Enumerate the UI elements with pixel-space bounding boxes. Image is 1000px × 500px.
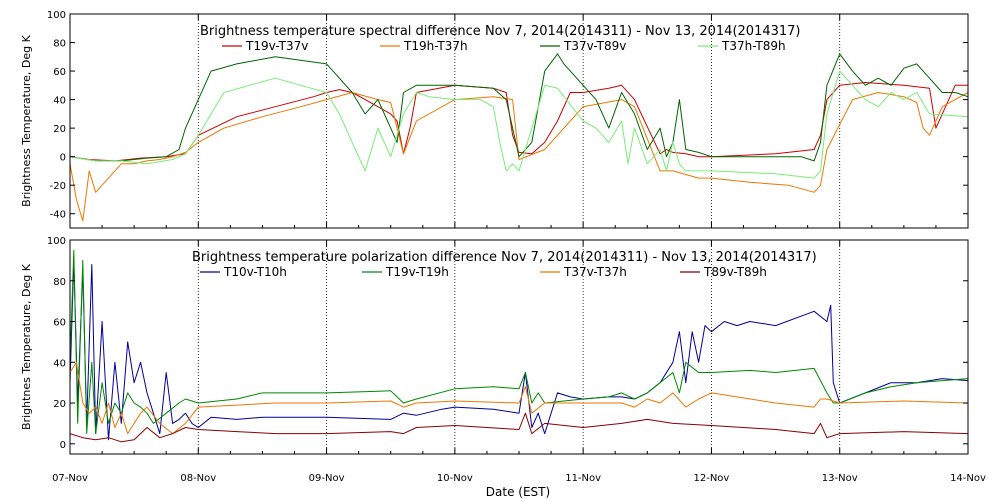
bottom-series-line-t89v-t89h xyxy=(69,412,969,443)
top-legend-label: T19v-T37v xyxy=(245,39,308,53)
top-y-tick-label: 40 xyxy=(53,96,66,107)
top-y-tick-label: -20 xyxy=(50,181,66,192)
top-series-line-t37h-t89h xyxy=(69,70,969,179)
top-series-group xyxy=(69,53,969,222)
top-legend: T19v-T37v T19h-T37h T37v-T89v T37h-T89h xyxy=(222,39,786,53)
bottom-y-tick-label: 0 xyxy=(60,440,66,451)
bottom-y-ticks: 0 20 40 60 80 100 xyxy=(47,236,968,451)
polarization-difference-panel: 0 20 40 60 80 100 07-Nov 08-Nov 09-Nov 10-Nov 11-… xyxy=(20,236,986,484)
top-y-tick-label: 60 xyxy=(53,67,66,78)
bottom-legend-label: T89v-T89h xyxy=(703,265,767,279)
bottom-y-tick-label: 100 xyxy=(47,236,66,247)
top-legend-label: T37h-T89h xyxy=(721,39,786,53)
top-legend-label: T37v-T89v xyxy=(563,39,626,53)
x-tick-label: 11-Nov xyxy=(565,473,601,484)
bottom-legend-label: T37v-T37h xyxy=(563,265,627,279)
bottom-series-line-t19v-t19h xyxy=(69,249,969,435)
bottom-legend-label: T10v-T10h xyxy=(223,265,287,279)
spectral-difference-panel: -40 -20 0 20 40 60 80 100 Brightness temperatur… xyxy=(20,10,969,229)
top-y-ticks: -40 -20 0 20 40 60 80 100 xyxy=(47,10,968,221)
top-y-tick-label: 100 xyxy=(47,10,66,21)
bottom-x-ticks: 07-Nov 08-Nov 09-Nov 10-Nov 11-Nov 12-Nov 13-N… xyxy=(52,240,986,484)
x-tick-label: 13-Nov xyxy=(822,473,858,484)
top-x-ticks xyxy=(69,14,969,228)
top-y-tick-label: 0 xyxy=(60,153,66,164)
top-y-tick-label: 20 xyxy=(53,124,66,135)
top-y-axis-label: Brightness Temperature, Deg K xyxy=(20,34,33,206)
bottom-legend-label: T19v-T19h xyxy=(385,265,449,279)
top-y-tick-label: -40 xyxy=(50,210,66,221)
bottom-series-line-t10v-t10h xyxy=(69,259,969,441)
bottom-y-tick-label: 80 xyxy=(53,277,66,288)
top-series-line-t37v-t89v xyxy=(69,53,969,162)
bottom-y-tick-label: 20 xyxy=(53,399,66,410)
x-tick-label: 10-Nov xyxy=(437,473,473,484)
bottom-y-tick-label: 40 xyxy=(53,358,66,369)
bottom-y-tick-label: 60 xyxy=(53,318,66,329)
top-chart-title: Brightness temperature spectral differen… xyxy=(200,24,801,39)
x-tick-label: 07-Nov xyxy=(52,473,88,484)
x-tick-label: 09-Nov xyxy=(309,473,345,484)
top-y-tick-label: 80 xyxy=(53,39,66,50)
top-legend-label: T19h-T37h xyxy=(403,39,468,53)
bottom-series-line-t37v-t37h xyxy=(69,361,969,435)
bottom-legend: T10v-T10h T19v-T19h T37v-T37h T89v-T89h xyxy=(200,265,767,279)
x-tick-label: 08-Nov xyxy=(180,473,216,484)
x-tick-label: 12-Nov xyxy=(693,473,729,484)
bottom-series-group xyxy=(69,249,969,443)
x-tick-label: 14-Nov xyxy=(950,473,986,484)
x-axis-label: Date (EST) xyxy=(486,485,550,499)
bottom-chart-title: Brightness temperature polarization diff… xyxy=(192,250,817,265)
top-series-line-t19h-t37h xyxy=(69,92,969,222)
bottom-y-axis-label: Brightnes Temperature, Deg K xyxy=(20,263,33,430)
